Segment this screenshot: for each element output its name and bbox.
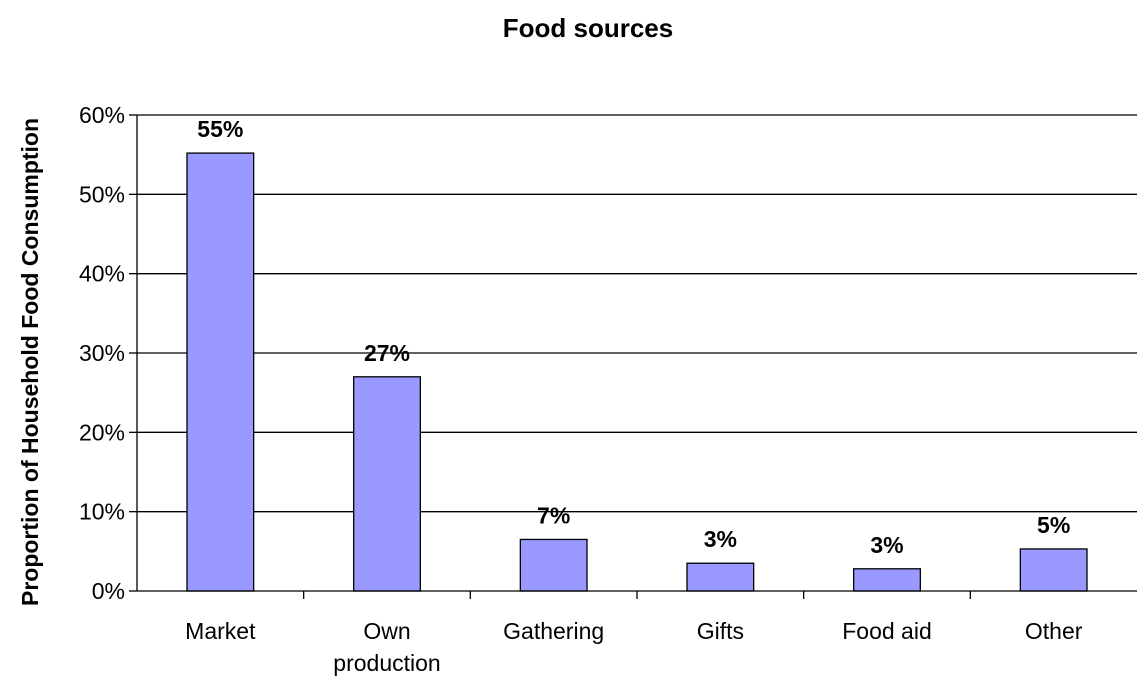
x-category-label: Gathering bbox=[503, 618, 604, 644]
y-tick-label: 10% bbox=[79, 499, 125, 525]
axes bbox=[129, 114, 1137, 599]
y-axis-label: Proportion of Household Food Consumption bbox=[17, 118, 43, 606]
data-label: 3% bbox=[704, 526, 737, 552]
labels: 0% 10% 20% 30% 40% 50% 60% 55% Market 27% Own produ… bbox=[79, 102, 1083, 676]
x-category-label: production bbox=[333, 650, 440, 676]
x-category-label: Other bbox=[1025, 618, 1083, 644]
x-category-label: Food aid bbox=[842, 618, 932, 644]
bars bbox=[186, 152, 1088, 592]
x-category-label: Gifts bbox=[697, 618, 744, 644]
bar bbox=[186, 152, 255, 592]
x-category-label: Market bbox=[185, 618, 256, 644]
data-label: 5% bbox=[1037, 512, 1070, 538]
gridlines bbox=[137, 114, 1137, 513]
bar bbox=[353, 376, 421, 592]
chart-title: Food sources bbox=[503, 13, 673, 43]
data-label: 55% bbox=[197, 116, 243, 142]
y-tick-label: 30% bbox=[79, 340, 125, 366]
x-category-label: Own bbox=[363, 618, 410, 644]
data-label: 3% bbox=[870, 532, 903, 558]
bar bbox=[686, 562, 755, 592]
bar bbox=[853, 568, 921, 592]
data-label: 27% bbox=[364, 340, 410, 366]
y-tick-label: 60% bbox=[79, 102, 125, 128]
y-tick-label: 50% bbox=[79, 181, 125, 207]
y-tick-label: 20% bbox=[79, 419, 125, 445]
bar bbox=[519, 538, 588, 592]
bar bbox=[1019, 548, 1088, 592]
y-tick-label: 40% bbox=[79, 261, 125, 287]
y-tick-label: 0% bbox=[92, 578, 125, 604]
data-label: 7% bbox=[537, 502, 570, 528]
